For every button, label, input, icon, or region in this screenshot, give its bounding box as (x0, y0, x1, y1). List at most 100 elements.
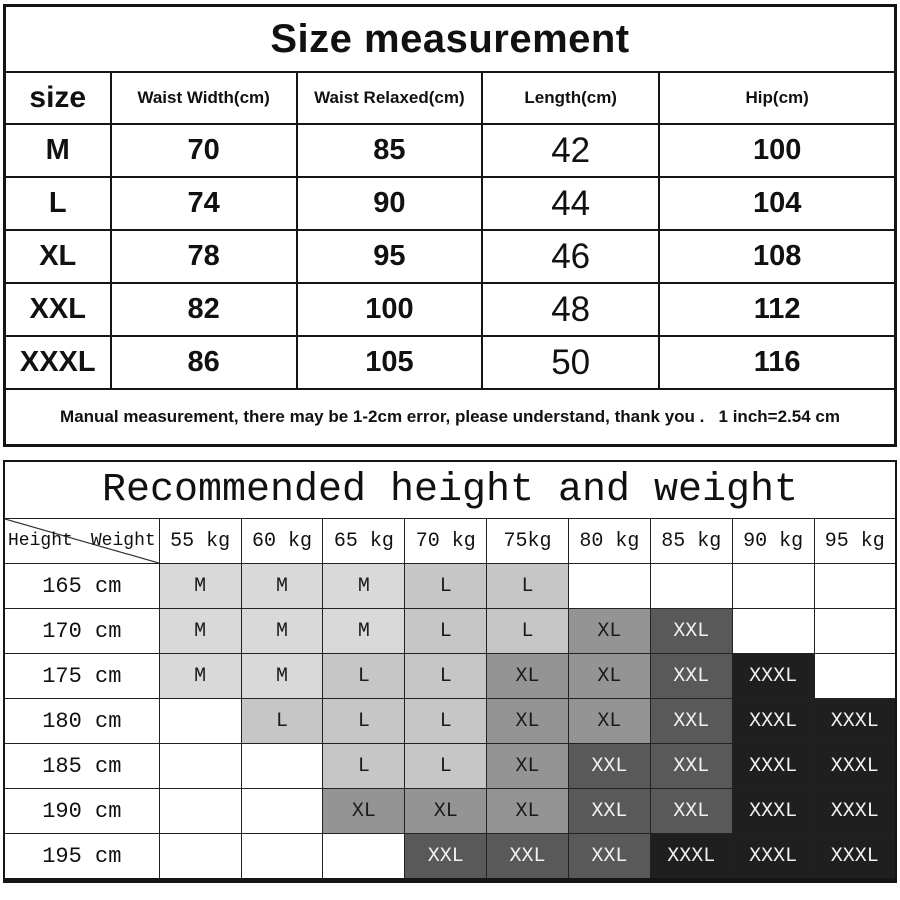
recommendation-cell: XXXL (813, 743, 897, 789)
recommendation-cell: XXXL (731, 833, 815, 881)
recommendation-cell: XXL (649, 788, 733, 834)
size-label: M (3, 123, 112, 178)
recommendation-cell (158, 743, 242, 789)
recommendation-cell: XXXL (813, 698, 897, 744)
recommendation-cell: XXXL (649, 833, 733, 881)
height-label: 175 cm (3, 653, 160, 699)
recommendation-cell (322, 833, 406, 881)
recommendation-cell (649, 563, 733, 609)
measurement-cell: 44 (481, 176, 661, 231)
weight-header: 80 kg (567, 518, 651, 564)
size-table-row: M 70 85 42 100 (3, 123, 897, 178)
diagonal-line (5, 519, 159, 563)
weight-header: 85 kg (649, 518, 733, 564)
recommendation-cell: L (404, 743, 488, 789)
recommendation-cell: XXL (649, 653, 733, 699)
measurement-cell: 86 (109, 335, 298, 390)
measurement-cell: 78 (109, 229, 298, 284)
recommendation-cell: XXL (649, 608, 733, 654)
recommendation-cell: XXL (649, 743, 733, 789)
measurement-cell: 85 (295, 123, 484, 178)
recommendation-cell (731, 608, 815, 654)
measurement-cell: 100 (295, 282, 484, 337)
recommendation-table: Recommended height and weight Height Wei… (3, 460, 897, 883)
size-table-header-row: size Waist Width(cm) Waist Relaxed(cm) Leng… (3, 71, 897, 125)
weight-header: 90 kg (731, 518, 815, 564)
height-row: 185 cm L L XL XXL XXL XXXL XXXL (3, 743, 897, 789)
measurement-cell: 48 (481, 282, 661, 337)
measurement-note: Manual measurement, there may be 1-2cm e… (3, 388, 897, 447)
height-label: 180 cm (3, 698, 160, 744)
weight-header: 75kg (486, 518, 569, 564)
measurement-cell: 42 (481, 123, 661, 178)
recommendation-cell: XXL (486, 833, 569, 881)
size-label: XL (3, 229, 112, 284)
measurement-cell: 100 (658, 123, 897, 178)
recommendation-header-row: Height Weight 55 kg 60 kg 65 kg 70 kg 75kg 80… (3, 518, 897, 564)
recommendation-cell (240, 788, 324, 834)
recommendation-title: Recommended height and weight (3, 460, 897, 519)
recommendation-cell: L (322, 653, 406, 699)
recommendation-cell: M (240, 563, 324, 609)
recommendation-cell (158, 833, 242, 881)
measurement-cell: 74 (109, 176, 298, 231)
height-row: 165 cm M M M L L (3, 563, 897, 609)
height-row: 190 cm XL XL XL XXL XXL XXXL XXXL (3, 788, 897, 834)
measurement-cell: 108 (658, 229, 897, 284)
recommendation-cell (813, 563, 897, 609)
recommendation-cell: XL (486, 788, 569, 834)
weight-header: 60 kg (240, 518, 324, 564)
height-label: 165 cm (3, 563, 160, 609)
recommendation-cell (240, 833, 324, 881)
recommendation-cell: L (404, 563, 488, 609)
size-table-title-row: Size measurement (3, 4, 897, 73)
recommendation-cell: XXL (649, 698, 733, 744)
measurement-cell: 46 (481, 229, 661, 284)
recommendation-cell: L (404, 698, 488, 744)
height-axis-label: Height (8, 531, 73, 551)
recommendation-cell: XXL (567, 788, 651, 834)
height-row: 195 cm XXL XXL XXL XXXL XXXL XXXL (3, 833, 897, 881)
recommendation-cell: L (404, 653, 488, 699)
size-table-row: XXXL 86 105 50 116 (3, 335, 897, 390)
height-row: 180 cm L L L XL XL XXL XXXL XXXL (3, 698, 897, 744)
size-table-row: XXL 82 100 48 112 (3, 282, 897, 337)
recommendation-cell: XXXL (813, 833, 897, 881)
size-column-header: Length(cm) (481, 71, 661, 125)
recommendation-cell: XXXL (731, 653, 815, 699)
height-label: 170 cm (3, 608, 160, 654)
recommendation-cell: XXXL (731, 743, 815, 789)
recommendation-cell: XXXL (731, 698, 815, 744)
weight-header: 65 kg (322, 518, 406, 564)
measurement-cell: 50 (481, 335, 661, 390)
recommendation-cell (240, 743, 324, 789)
recommendation-cell: XXXL (731, 788, 815, 834)
recommendation-cell: M (158, 608, 242, 654)
measurement-cell: 70 (109, 123, 298, 178)
recommendation-cell: XL (486, 698, 569, 744)
size-table-title: Size measurement (3, 4, 897, 73)
recommendation-cell: L (240, 698, 324, 744)
recommendation-cell (567, 563, 651, 609)
recommendation-cell: XL (567, 698, 651, 744)
recommendation-cell: XL (486, 653, 569, 699)
size-label: XXXL (3, 335, 112, 390)
recommendation-body: 165 cm M M M L L 170 cm M M M L L XL XXL 175 cm M M L L XL X… (3, 563, 897, 881)
recommendation-cell: XXL (567, 743, 651, 789)
size-table-body: M 70 85 42 100 L 74 90 44 104 XL 78 95 46 108 XXL 82 100 4… (3, 123, 897, 390)
weight-axis-label: Weight (90, 531, 156, 551)
height-label: 195 cm (3, 833, 160, 881)
recommendation-cell (813, 608, 897, 654)
size-column-header: Waist Relaxed(cm) (295, 71, 484, 125)
recommendation-cell: M (158, 563, 242, 609)
recommendation-cell: L (486, 608, 569, 654)
measurement-cell: 95 (295, 229, 484, 284)
recommendation-cell: L (486, 563, 569, 609)
recommendation-cell: L (404, 608, 488, 654)
recommendation-cell: M (322, 563, 406, 609)
recommendation-cell: XXXL (813, 788, 897, 834)
recommendation-cell: XL (322, 788, 406, 834)
measurement-cell: 105 (295, 335, 484, 390)
weight-header: 95 kg (813, 518, 897, 564)
